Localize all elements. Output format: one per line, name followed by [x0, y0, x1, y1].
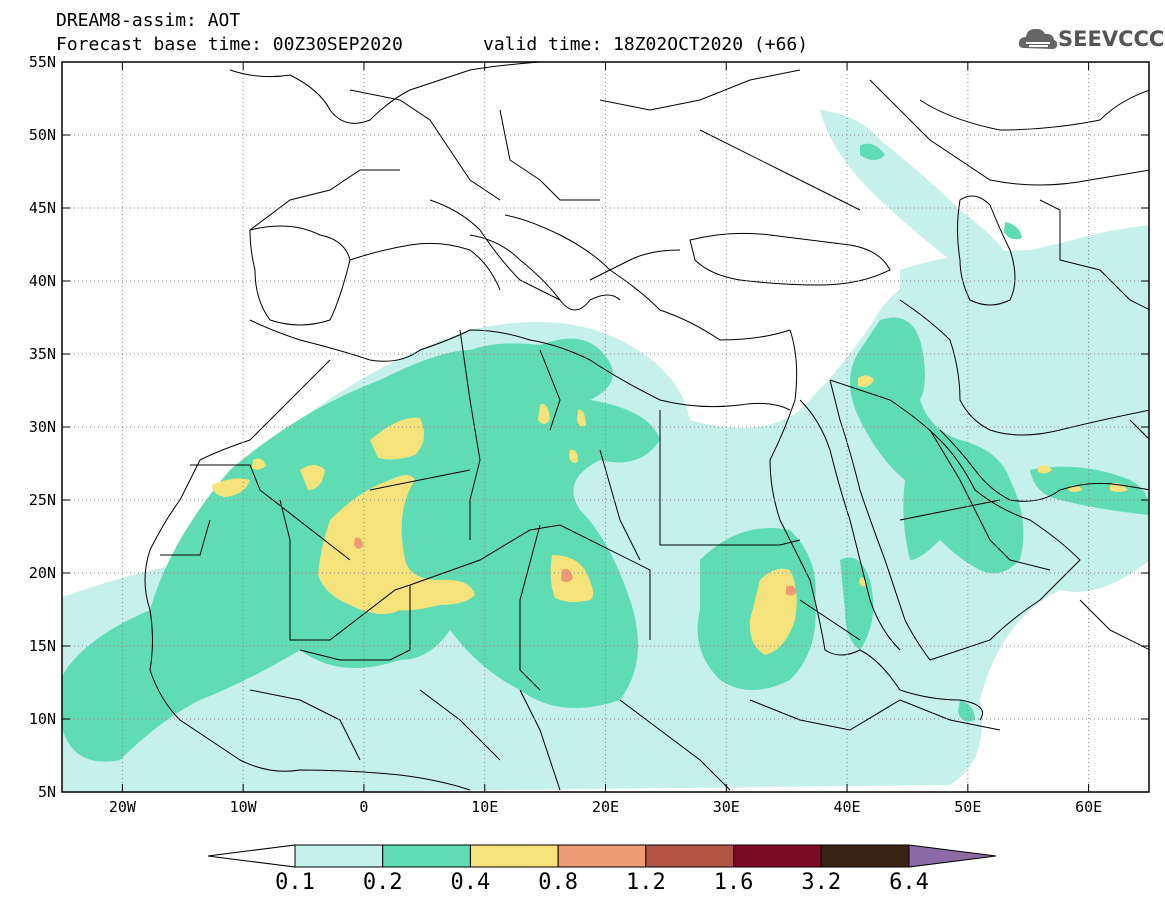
colorbar	[207, 844, 997, 868]
lon-label: 20W	[109, 798, 137, 816]
forecast-base-time: Forecast base time: 00Z30SEP2020	[56, 34, 403, 55]
lon-label: 0	[359, 798, 368, 816]
lat-label: 45N	[29, 199, 56, 217]
colorbar-box	[557, 844, 647, 868]
valid-time: valid time: 18Z02OCT2020 (+66)	[483, 34, 809, 55]
lon-label: 20E	[592, 798, 619, 816]
lon-label: 30E	[713, 798, 740, 816]
lat-label: 15N	[29, 637, 56, 655]
axis-ticks	[62, 61, 1149, 793]
lon-label: 50E	[954, 798, 981, 816]
lat-label: 10N	[29, 710, 56, 728]
lat-label: 40N	[29, 272, 56, 290]
colorbar-label: 0.2	[363, 870, 403, 895]
colorbar-label: 0.8	[538, 870, 578, 895]
lat-label: 35N	[29, 345, 56, 363]
colorbar-label: 1.6	[714, 870, 754, 895]
lat-label: 25N	[29, 491, 56, 509]
seevccc-logo	[1018, 22, 1158, 56]
lat-label: 30N	[29, 418, 56, 436]
colorbar-under	[207, 844, 296, 868]
colorbar-labels: 0.1 0.2 0.4 0.8 1.2 1.6 3.2 6.4	[275, 870, 929, 895]
colorbar-box	[382, 844, 471, 868]
longitude-labels: 20W 10W 0 10E 20E 30E 40E 50E 60E	[109, 798, 1102, 816]
lat-label: 50N	[29, 126, 56, 144]
chart-title: DREAM8-assim: AOT	[56, 10, 241, 31]
cloud-icon	[1018, 28, 1058, 49]
colorbar-label: 0.1	[275, 870, 315, 895]
colorbar-label: 1.2	[626, 870, 666, 895]
colorbar-label: 6.4	[889, 870, 929, 895]
lon-label: 10W	[230, 798, 258, 816]
lat-label: 20N	[29, 564, 56, 582]
colorbar-label: 0.4	[451, 870, 491, 895]
colorbar-box	[469, 844, 559, 868]
colorbar-box	[645, 844, 735, 868]
lon-label: 60E	[1075, 798, 1102, 816]
lat-label: 5N	[38, 783, 56, 801]
lat-label: 55N	[29, 53, 56, 71]
lon-label: 10E	[471, 798, 498, 816]
colorbar-box	[294, 844, 384, 868]
aot-level-0-4	[212, 375, 1128, 655]
lon-label: 40E	[834, 798, 861, 816]
aot-shading	[62, 110, 1149, 792]
coastlines-borders	[62, 62, 1149, 791]
latitude-labels: 55N 50N 45N 40N 35N 30N 25N 20N 15N 10N 5N	[29, 53, 56, 801]
gridlines	[62, 62, 1149, 792]
colorbar-box	[733, 844, 822, 868]
logo-text: SEEVCCC	[1058, 27, 1165, 51]
colorbar-box	[820, 844, 910, 868]
colorbar-label: 3.2	[801, 870, 841, 895]
aot-level-0-8	[354, 537, 797, 596]
colorbar-over	[908, 844, 997, 868]
